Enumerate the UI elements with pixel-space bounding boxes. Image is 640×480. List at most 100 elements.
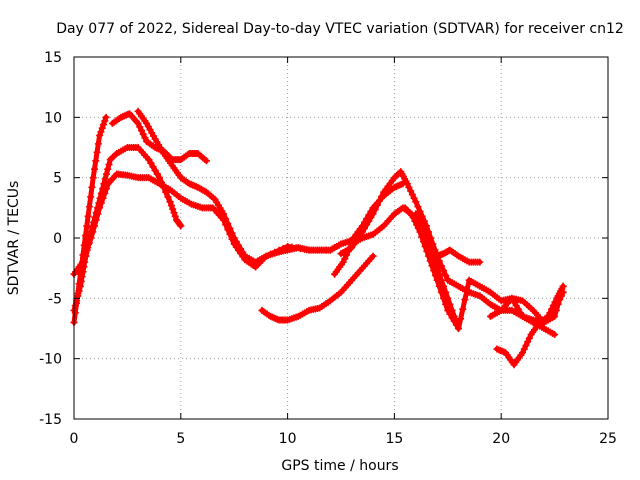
data-point <box>99 121 107 129</box>
data-point <box>414 203 422 211</box>
data-point <box>171 212 179 220</box>
y-tick-label: 10 <box>44 110 62 126</box>
axis-ticks: 0 5 10 15 20 25 -15 -10 -5 0 5 10 15 <box>39 50 617 447</box>
data-point <box>155 174 163 182</box>
y-tick-label: 0 <box>53 231 62 247</box>
data-point <box>228 229 236 237</box>
data-point <box>520 345 528 353</box>
data-point <box>101 117 109 125</box>
data-point <box>93 148 101 156</box>
x-axis-label: GPS time / hours <box>281 458 398 474</box>
data-point <box>75 287 83 295</box>
data-point <box>98 124 106 132</box>
data-point <box>102 185 110 193</box>
data-point <box>239 248 247 256</box>
data-point <box>476 258 484 266</box>
data-point <box>160 183 168 191</box>
data-point <box>166 198 174 206</box>
data-point <box>378 192 386 200</box>
data-point <box>91 222 99 230</box>
data-point <box>425 240 433 248</box>
data-point <box>440 267 448 275</box>
data-point <box>145 156 153 164</box>
x-tick-label: 15 <box>385 431 403 447</box>
data-point <box>559 288 567 296</box>
x-tick-label: 0 <box>70 431 79 447</box>
data-point <box>97 199 105 207</box>
data-point <box>371 206 379 214</box>
data-point <box>418 212 426 220</box>
data-point <box>559 282 567 290</box>
data-point <box>232 238 240 246</box>
data-point <box>431 258 439 266</box>
data-point <box>437 262 445 270</box>
data-point <box>420 217 428 225</box>
data-point <box>147 159 155 167</box>
data-point <box>363 221 371 229</box>
data-point <box>76 282 84 290</box>
data-point <box>158 178 166 186</box>
data-point <box>416 220 424 228</box>
series-arc-7 <box>337 168 567 326</box>
data-point <box>84 244 92 252</box>
series-arc-8 <box>331 204 559 339</box>
data-point <box>446 300 454 308</box>
data-point <box>84 212 92 220</box>
x-tick-label: 10 <box>279 431 297 447</box>
grid <box>74 57 608 419</box>
data-point <box>422 222 430 230</box>
data-point <box>442 288 450 296</box>
data-point <box>440 282 448 290</box>
data-point <box>512 302 520 310</box>
data-point <box>343 251 351 259</box>
data-point <box>220 210 228 218</box>
data-point <box>83 222 91 230</box>
data-point <box>79 268 87 276</box>
data-point <box>141 134 149 142</box>
data-point <box>91 165 99 173</box>
data-point <box>448 306 456 314</box>
data-point <box>105 160 113 168</box>
x-tick-label: 20 <box>492 431 510 447</box>
data-point <box>358 228 366 236</box>
data-point <box>82 248 90 256</box>
data-point <box>403 180 411 188</box>
data-point <box>433 264 441 272</box>
data-point <box>89 228 97 236</box>
x-tick-label: 25 <box>599 431 617 447</box>
data-point <box>177 222 185 230</box>
data-point <box>94 140 102 148</box>
data-point <box>557 292 565 300</box>
data-point <box>153 170 161 178</box>
data-point <box>452 318 460 326</box>
x-tick-label: 5 <box>176 431 185 447</box>
data-point <box>230 234 238 242</box>
data-point <box>552 303 560 311</box>
data-point <box>442 271 450 279</box>
data-point <box>134 119 142 127</box>
series-arc-3 <box>70 170 345 278</box>
data-point <box>89 174 97 182</box>
data-point <box>167 201 175 209</box>
data-point <box>457 315 465 323</box>
data-point <box>78 273 86 281</box>
data-point <box>139 130 147 138</box>
data-point <box>525 334 533 342</box>
data-point <box>79 258 87 266</box>
data-point <box>97 128 105 136</box>
data-point <box>375 197 383 205</box>
data-point <box>102 170 110 178</box>
data-point <box>408 191 416 199</box>
data-point <box>556 296 564 304</box>
data-point <box>554 299 562 307</box>
data-point <box>176 221 184 229</box>
data-point <box>222 215 230 223</box>
data-point <box>224 220 232 228</box>
data-point <box>420 229 428 237</box>
y-tick-label: -15 <box>39 412 62 428</box>
y-tick-label: 15 <box>44 50 62 66</box>
data-point <box>461 296 469 304</box>
data-point <box>450 312 458 320</box>
data-point <box>99 194 107 202</box>
data-point <box>414 215 422 223</box>
